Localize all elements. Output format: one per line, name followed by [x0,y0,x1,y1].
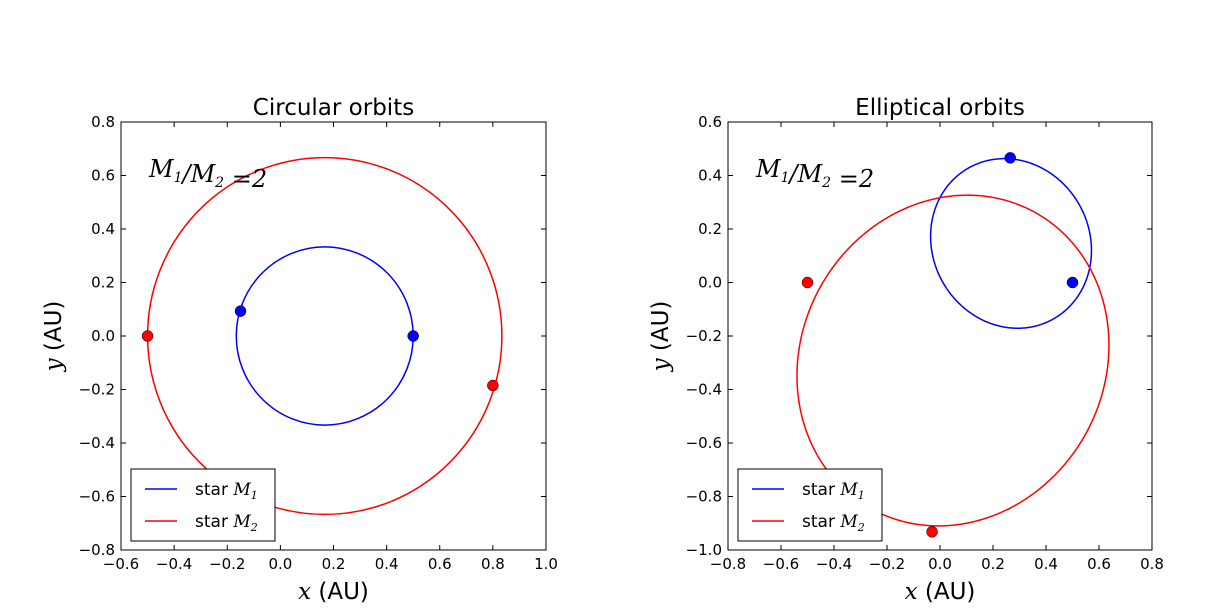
circular-y-tick-label: 0.8 [91,113,115,131]
circular-mass-ratio-annotation-part: =2 [224,165,267,193]
elliptical-x-tick-label: −0.8 [710,555,746,573]
elliptical-legend-text: star [802,480,840,500]
elliptical-y-tick-label: −1.0 [686,541,722,559]
elliptical-y-tick-label: −0.2 [686,327,722,345]
circular-legend-label-m2: star M2star M2 [195,512,258,534]
circular-x-axis-label-variable: x [298,579,311,605]
circular-y-tick-label: 0.4 [91,220,115,238]
circular-legend-mass-symbol: M [232,480,251,500]
elliptical-x-tick-label: 0.6 [1087,555,1111,573]
elliptical-y-tick-label: 0.0 [698,274,722,292]
elliptical-y-tick-label: 0.6 [698,113,722,131]
circular-legend-text: star [195,480,233,500]
elliptical-legend-mass-subscript: 2 [857,521,865,534]
elliptical-legend-mass-symbol: M [839,480,858,500]
elliptical-x-tick-label: 0.4 [1034,555,1058,573]
circular-x-tick-label: −0.6 [103,555,139,573]
circular-x-tick-label: −0.4 [156,555,192,573]
elliptical-orbit-star-m2 [796,194,1110,527]
elliptical-x-tick-label: 0.2 [981,555,1005,573]
elliptical-mass-ratio-annotation-part: M [755,155,782,183]
elliptical-legend-text: star [802,512,840,532]
elliptical-y-tick-label: −0.8 [686,488,722,506]
circular-x-axis-label: x (AU) [298,579,369,605]
elliptical-x-tick-label: 0.0 [928,555,952,573]
elliptical-mass-ratio-annotation-part: 2 [821,175,831,191]
circular-x-tick-label: 0.8 [481,555,505,573]
circular-star-m2-marker [141,330,154,342]
elliptical-legend-label-m2: star M2star M2 [802,512,865,534]
elliptical-star-m2-marker [926,526,938,538]
elliptical-x-axis-label: x (AU) [905,579,976,605]
elliptical-orbits-panel: Elliptical orbits −0.8 −0.6 −0.4 −0.2 0.0 0.2 0… [648,95,1164,605]
elliptical-y-tick-label: −0.6 [686,434,722,452]
circular-mass-ratio-annotation-part: M [148,155,175,183]
elliptical-y-tick-label: 0.4 [698,167,722,185]
elliptical-mass-ratio-annotation: M1/M2 =2 [755,155,874,193]
circular-y-tick-label: −0.6 [79,488,115,506]
circular-y-tick-label: −0.8 [79,541,115,559]
elliptical-y-axis-label-variable: y [648,357,674,372]
elliptical-x-axis-label-unit: (AU) [918,579,976,605]
circular-y-tick-label: −0.4 [79,434,115,452]
circular-x-tick-label: −0.2 [209,555,245,573]
elliptical-y-axis-label: y (AU) [648,301,674,373]
elliptical-y-axis-label-unit: (AU) [648,301,674,359]
circular-x-tick-label: 0.6 [428,555,452,573]
circular-chart-title: Circular orbits [253,95,414,121]
elliptical-mass-ratio-annotation-part: 1 [781,170,790,186]
circular-legend-mass-subscript: 1 [251,489,258,502]
circular-legend-text: star [195,512,233,532]
elliptical-x-tick-label: −0.4 [816,555,852,573]
circular-y-tick-label: 0.6 [91,167,115,185]
elliptical-x-tick-label: −0.6 [763,555,799,573]
elliptical-chart-title: Elliptical orbits [855,95,1025,121]
elliptical-mass-ratio-annotation-part: /M [788,160,824,188]
circular-star-m1-marker [234,305,247,317]
circular-x-tick-label: 0.0 [268,555,292,573]
circular-star-m1-marker [407,330,419,342]
circular-legend-box [130,468,276,542]
elliptical-legend-box [737,468,883,542]
circular-y-axis-label-variable: y [41,357,67,372]
circular-y-tick-label: 0.0 [91,327,115,345]
circular-y-axis-label-unit: (AU) [41,301,67,359]
elliptical-x-tick-label: 0.8 [1140,555,1164,573]
circular-x-axis-label-unit: (AU) [311,579,369,605]
circular-orbits-panel: Circular orbits −0.6 −0.4 −0.2 0.0 0.2 0.4 0.6 0… [41,95,558,605]
elliptical-x-tick-label: −0.2 [869,555,905,573]
elliptical-y-tick-label: −0.4 [686,381,722,399]
circular-mass-ratio-annotation-part: /M [181,160,217,188]
circular-mass-ratio-annotation-part: 2 [214,175,224,191]
elliptical-y-tick-label: 0.2 [698,220,722,238]
circular-star-m2-marker [487,379,499,392]
circular-mass-ratio-annotation-part: 1 [174,170,183,186]
elliptical-star-m2-marker [801,276,814,289]
elliptical-mass-ratio-annotation-part: =2 [831,165,874,193]
circular-y-tick-label: 0.2 [91,274,115,292]
circular-y-tick-label: −0.2 [79,381,115,399]
circular-x-tick-label: 1.0 [534,555,558,573]
circular-mass-ratio-annotation: M1/M2 =2 [148,155,267,193]
circular-x-tick-label: 0.4 [375,555,399,573]
circular-x-tick-label: 0.2 [322,555,346,573]
elliptical-star-m1-marker [1004,152,1016,164]
elliptical-x-axis-label-variable: x [905,579,918,605]
circular-y-axis-label: y (AU) [41,301,67,373]
circular-legend-mass-symbol: M [232,512,251,532]
circular-legend-mass-subscript: 2 [250,521,258,534]
elliptical-legend-mass-subscript: 1 [858,489,865,502]
elliptical-star-m1-marker [1066,276,1079,289]
elliptical-legend-mass-symbol: M [839,512,858,532]
